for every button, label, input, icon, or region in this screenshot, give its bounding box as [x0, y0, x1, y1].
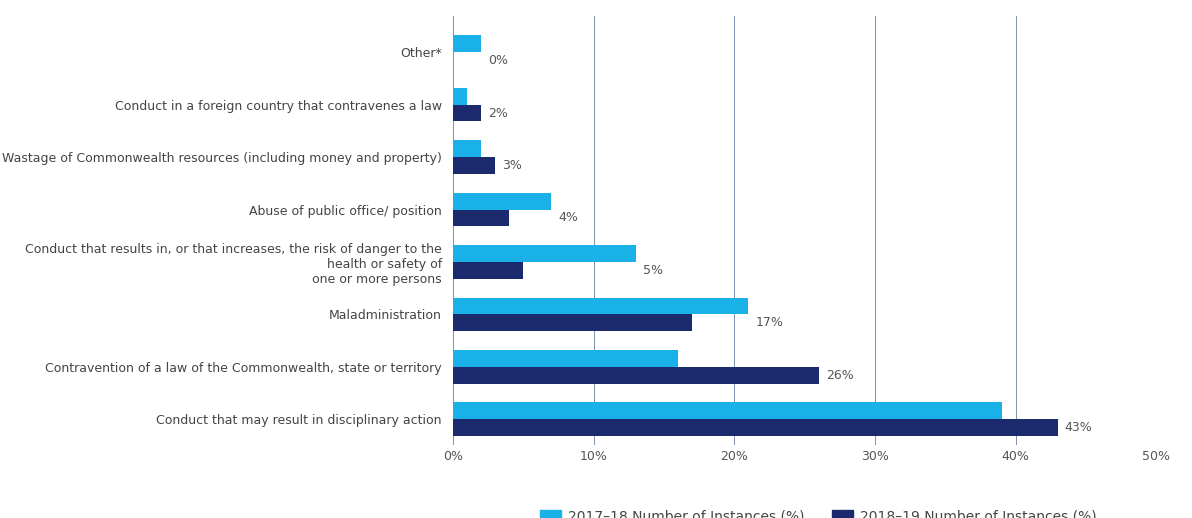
Text: 4%: 4% — [558, 211, 578, 224]
Text: 2%: 2% — [489, 107, 508, 120]
Bar — [453, 298, 749, 314]
Legend: 2017–18 Number of Instances (%), 2018–19 Number of Instances (%): 2017–18 Number of Instances (%), 2018–19… — [535, 504, 1103, 518]
Bar — [453, 35, 482, 52]
Text: 5%: 5% — [642, 264, 663, 277]
Text: 0%: 0% — [489, 54, 508, 67]
Bar — [453, 314, 693, 331]
Bar — [453, 367, 819, 384]
Bar — [453, 402, 1001, 419]
Bar — [453, 210, 509, 226]
Text: 3%: 3% — [502, 159, 522, 172]
Bar — [453, 105, 482, 121]
Bar — [453, 350, 678, 367]
Bar — [453, 193, 552, 210]
Text: 43%: 43% — [1064, 421, 1093, 434]
Bar — [453, 245, 635, 262]
Bar — [453, 140, 482, 157]
Bar — [453, 419, 1057, 436]
Bar — [453, 262, 523, 279]
Bar — [453, 157, 495, 174]
Text: 17%: 17% — [756, 316, 783, 329]
Text: 26%: 26% — [826, 369, 853, 382]
Bar — [453, 88, 467, 105]
